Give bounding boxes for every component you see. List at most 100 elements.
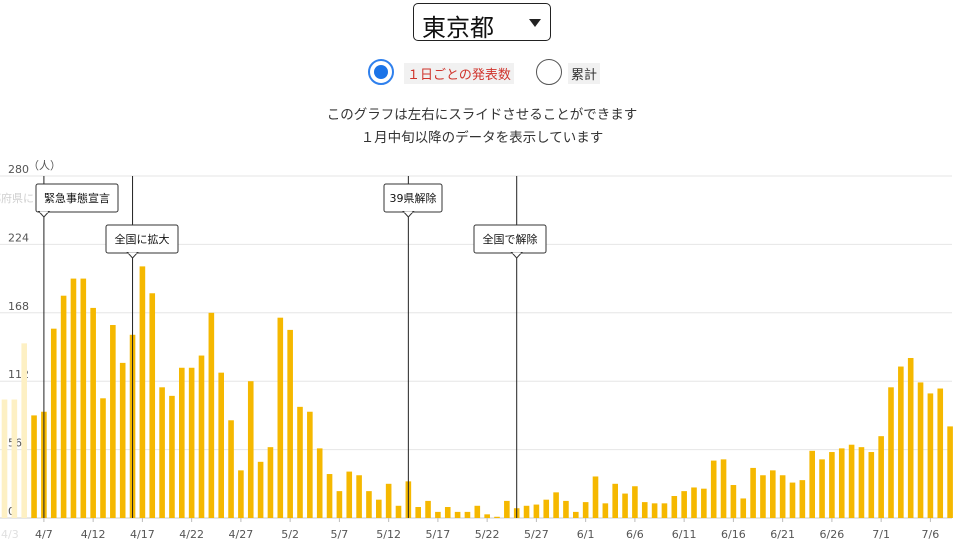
bar	[927, 393, 934, 518]
x-tick-label: 7/1	[872, 528, 890, 541]
annotation-box	[35, 183, 119, 213]
bar	[730, 485, 737, 518]
bar	[553, 492, 559, 518]
bar	[366, 491, 372, 518]
annotation-label: 全国で解除	[483, 232, 538, 246]
bar	[267, 447, 274, 518]
x-tick-label: 5/27	[524, 528, 549, 541]
bar	[573, 511, 579, 518]
bar	[829, 452, 835, 518]
range-note: １月中旬以降のデータを表示しています	[360, 130, 604, 146]
annotation-label: 緊急事態宣言	[44, 191, 110, 205]
bar	[169, 395, 175, 518]
bar	[907, 357, 914, 518]
x-tick-label: 6/11	[672, 528, 697, 541]
x-tick-label: 6/16	[721, 528, 746, 541]
x-tick-label: 6/26	[820, 528, 845, 541]
x-tick-label: 5/22	[475, 528, 500, 541]
bar	[819, 459, 825, 518]
bar	[376, 499, 382, 518]
daily-radio[interactable]	[368, 59, 394, 85]
bar	[21, 343, 27, 518]
cumulative-radio[interactable]	[536, 59, 562, 85]
bar	[257, 461, 264, 518]
x-tick-label: 4/12	[81, 528, 106, 541]
bar	[799, 480, 806, 518]
x-tick-label: 7/6	[922, 528, 940, 541]
bar	[316, 448, 323, 518]
bar	[149, 293, 156, 518]
bar	[671, 496, 678, 518]
bar	[779, 475, 786, 518]
bar	[622, 493, 628, 518]
bar	[218, 372, 224, 518]
bar	[691, 487, 697, 518]
bar	[612, 483, 618, 518]
x-tick-label: 5/17	[426, 528, 451, 541]
x-tick-label: 4/17	[130, 528, 155, 541]
y-tick-label: 224	[8, 231, 29, 244]
bar	[474, 505, 481, 518]
bar	[858, 447, 865, 518]
bar	[385, 483, 392, 518]
bar	[701, 488, 707, 518]
prefecture-select[interactable]: 東京都	[413, 3, 551, 42]
cumulative-radio-label[interactable]: 累計	[568, 63, 601, 84]
bar	[484, 514, 490, 518]
bar	[494, 516, 500, 518]
y-tick-label: 280	[8, 163, 29, 176]
bar	[543, 499, 550, 518]
bar	[198, 355, 205, 518]
x-tick-label: 6/21	[770, 528, 795, 541]
bar	[760, 475, 766, 518]
bar	[395, 505, 402, 518]
bar	[681, 491, 687, 518]
bar	[917, 382, 924, 518]
bar	[425, 500, 431, 518]
bar	[878, 436, 884, 518]
bar	[592, 476, 599, 518]
bar	[563, 500, 569, 518]
x-tick-label: 5/7	[331, 528, 349, 541]
y-tick-label: 168	[8, 300, 29, 313]
bar	[898, 366, 904, 518]
bar	[356, 475, 362, 518]
bar	[789, 482, 796, 518]
bar	[838, 448, 845, 518]
annotation-label: 39県解除	[390, 191, 437, 205]
bar	[888, 387, 894, 518]
bar	[208, 312, 215, 518]
bar	[110, 325, 116, 518]
bar	[435, 511, 441, 518]
bar	[80, 278, 87, 518]
bar	[661, 503, 668, 518]
bar	[297, 406, 303, 518]
bar	[228, 420, 234, 518]
bar	[868, 452, 875, 518]
bar	[70, 278, 77, 518]
bar	[641, 502, 648, 518]
x-tick-label: 4/3	[1, 528, 19, 541]
bar	[238, 470, 244, 518]
x-tick-label: 4/27	[229, 528, 254, 541]
bar	[159, 387, 165, 518]
bar	[277, 317, 284, 518]
annotation-box	[105, 224, 179, 254]
bar	[287, 329, 293, 518]
bar	[139, 266, 146, 518]
bar	[632, 486, 638, 518]
y-axis-label: （人）	[28, 159, 61, 172]
annotation-box	[473, 224, 547, 254]
x-tick-label: 5/12	[376, 528, 401, 541]
bar	[247, 381, 254, 518]
bar	[60, 295, 67, 518]
bar	[937, 388, 944, 518]
bar	[31, 415, 37, 518]
y-tick-label: 0	[8, 505, 15, 518]
bar	[336, 491, 343, 518]
bar	[809, 450, 815, 518]
x-tick-label: 6/6	[626, 528, 644, 541]
bar	[750, 467, 756, 518]
daily-radio-label[interactable]: １日ごとの発表数	[404, 63, 514, 84]
